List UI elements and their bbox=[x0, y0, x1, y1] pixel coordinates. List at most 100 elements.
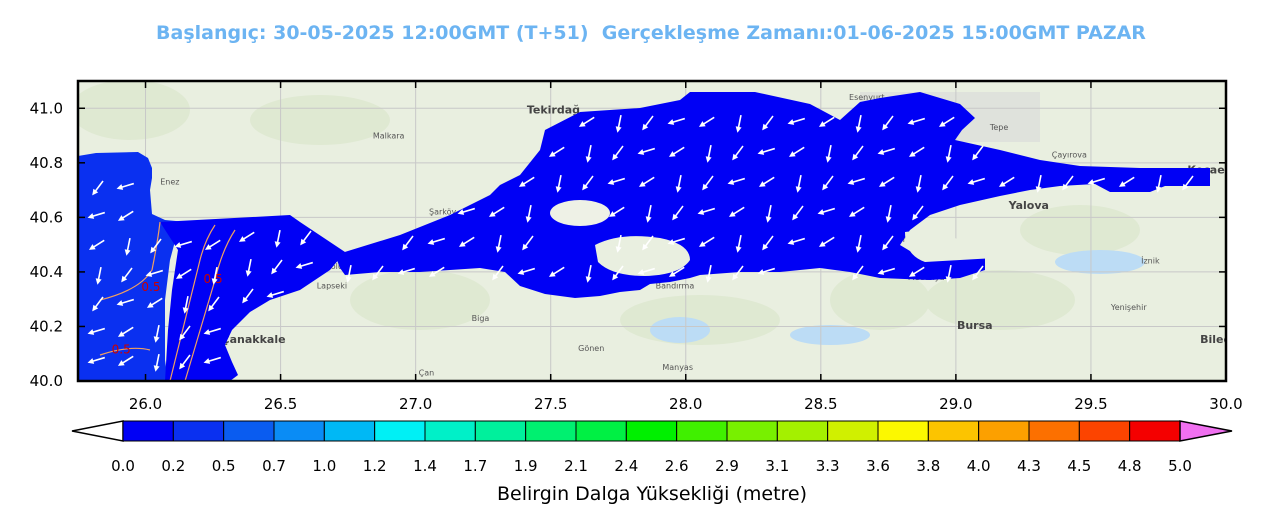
wave-arrow-head bbox=[608, 211, 616, 217]
wave-arrow-head bbox=[518, 181, 526, 187]
colorbar-label: 1.4 bbox=[413, 457, 437, 475]
colorbar-label: 1.2 bbox=[363, 457, 387, 475]
colorbar-swatch bbox=[726, 420, 778, 442]
wave-arrow-head bbox=[615, 126, 622, 133]
wave-arrow-head bbox=[87, 329, 95, 335]
land-patch bbox=[250, 95, 390, 145]
wave-arrow-head bbox=[702, 183, 709, 191]
colorbar-swatch bbox=[877, 420, 929, 442]
wave-arrow-head bbox=[457, 209, 465, 215]
marmara-island bbox=[550, 200, 610, 226]
wave-arrow-head bbox=[915, 186, 922, 193]
wave-arrow-head bbox=[885, 216, 892, 223]
wave-arrow-head bbox=[525, 216, 532, 223]
wave-arrow-head bbox=[788, 151, 796, 157]
wave-arrow-head bbox=[548, 151, 556, 157]
x-tick-label: 29.0 bbox=[939, 395, 972, 413]
wave-arrow-head bbox=[852, 153, 859, 161]
place-label: Yenişehir bbox=[1110, 303, 1147, 312]
wave-arrow-head bbox=[295, 263, 303, 269]
place-label: Lapseki bbox=[317, 281, 347, 290]
wave-arrow-head bbox=[266, 292, 274, 298]
wave-arrow-head bbox=[642, 243, 649, 251]
place-label: İznik bbox=[1141, 256, 1160, 266]
wave-arrow-head bbox=[817, 209, 825, 215]
colorbar-over-triangle bbox=[1179, 420, 1233, 442]
wave-arrow-head bbox=[967, 179, 975, 185]
x-tick-label: 30.0 bbox=[1209, 395, 1242, 413]
colorbar-swatch bbox=[223, 420, 275, 442]
colorbar-label: 0.7 bbox=[262, 457, 286, 475]
wave-arrow-head bbox=[495, 246, 502, 253]
wave-arrow-head bbox=[732, 273, 739, 281]
wave-arrow-head bbox=[912, 213, 919, 221]
wave-arrow-head bbox=[757, 269, 765, 275]
wave-arrow-head bbox=[428, 271, 436, 277]
wave-arrow-head bbox=[908, 271, 916, 277]
colorbar-label: 3.6 bbox=[866, 457, 890, 475]
wave-arrow-head bbox=[638, 181, 646, 187]
wave-arrow-head bbox=[945, 156, 952, 163]
wave-arrow-head bbox=[492, 273, 499, 281]
wave-arrow-head bbox=[852, 273, 859, 281]
wave-arrow-head bbox=[585, 276, 592, 283]
wave-arrow-head bbox=[765, 216, 772, 223]
y-tick-label: 40.0 bbox=[30, 372, 63, 390]
land-texture bbox=[78, 81, 1145, 345]
wave-arrow-head bbox=[735, 246, 742, 253]
wave-arrow-head bbox=[517, 269, 525, 275]
colorbar-label: 1.7 bbox=[463, 457, 487, 475]
dardanelles-strait bbox=[160, 215, 345, 381]
wave-arrow-head bbox=[675, 186, 682, 193]
place-label: Esenyurt bbox=[849, 93, 884, 102]
colorbar-swatch bbox=[827, 420, 879, 442]
wave-arrow-head bbox=[762, 123, 769, 131]
wave-arrow-head bbox=[121, 275, 128, 283]
contour-label: 0.5 bbox=[112, 343, 131, 357]
wave-arrow-head bbox=[182, 307, 189, 314]
x-tick-label: 28.0 bbox=[669, 395, 702, 413]
place-label: Bandırma bbox=[656, 281, 695, 290]
wave-arrow-head bbox=[705, 156, 712, 163]
wave-arrow-head bbox=[87, 358, 95, 364]
wave-arrow-head bbox=[877, 149, 885, 155]
wave-arrow-head bbox=[117, 215, 125, 221]
wave-arrow-head bbox=[238, 236, 246, 242]
plot-frame bbox=[76, 79, 1228, 383]
wave-arrow-head bbox=[1062, 183, 1069, 191]
wave-arrow-head bbox=[972, 273, 979, 281]
colorbar-label: 4.5 bbox=[1067, 457, 1091, 475]
wave-arrow-head bbox=[882, 123, 889, 131]
colorbar-label: 2.4 bbox=[614, 457, 638, 475]
contour-line bbox=[99, 221, 161, 301]
y-tick-label: 40.6 bbox=[30, 208, 63, 226]
place-label: Bursa bbox=[957, 319, 993, 332]
place-label: Biga bbox=[472, 314, 490, 323]
wave-arrow-head bbox=[848, 211, 856, 217]
wave-arrow-head bbox=[153, 336, 160, 343]
colorbar-swatch bbox=[676, 420, 728, 442]
wave-arrow-head bbox=[878, 181, 886, 187]
place-label: Gönen bbox=[578, 344, 604, 353]
colorbar-swatch bbox=[374, 420, 426, 442]
place-label: Tekirdağ bbox=[527, 104, 580, 117]
wave-arrow-head bbox=[1155, 186, 1162, 193]
wave-arrow-head bbox=[698, 121, 706, 127]
colorbar-swatch bbox=[1129, 420, 1181, 442]
wave-arrow-head bbox=[522, 243, 529, 251]
colorbar-label: 4.3 bbox=[1017, 457, 1041, 475]
y-tick-label: 40.4 bbox=[30, 263, 63, 281]
wave-arrow-head bbox=[179, 362, 186, 370]
wave-arrow-head bbox=[92, 188, 99, 196]
wave-arrow-head bbox=[787, 119, 795, 125]
lake-manyas bbox=[650, 317, 710, 343]
wave-arrow-head bbox=[578, 121, 586, 127]
contour-lines: 0.50.50.5 bbox=[99, 221, 236, 381]
lake-iznik bbox=[1055, 250, 1145, 274]
wave-arrow-head bbox=[757, 149, 765, 155]
wave-arrow-head bbox=[787, 239, 795, 245]
colorbar-label: 1.0 bbox=[312, 457, 336, 475]
x-tick-label: 27.0 bbox=[399, 395, 432, 413]
wave-arrow-head bbox=[242, 296, 249, 304]
y-tick-label: 41.0 bbox=[30, 99, 63, 117]
